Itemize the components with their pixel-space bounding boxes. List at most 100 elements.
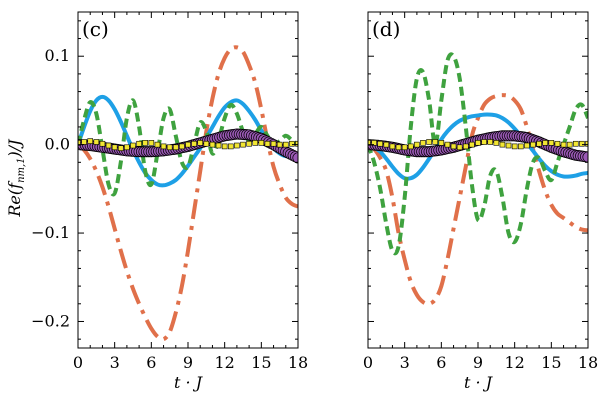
- data-point: [368, 140, 371, 146]
- data-point: [203, 140, 210, 147]
- x-axis-label: t · J: [464, 373, 494, 392]
- series-line: [368, 93, 588, 306]
- panel-label: (d): [372, 17, 400, 41]
- data-point: [579, 140, 585, 147]
- series-orange-dashdot: [368, 93, 588, 306]
- data-point: [566, 141, 573, 148]
- data-point: [554, 140, 561, 147]
- plot-area: [368, 52, 588, 306]
- data-point: [450, 143, 457, 150]
- y-axis-label: Re(fnm,1)/J: [5, 138, 27, 218]
- data-point: [81, 139, 87, 145]
- y-tick-label: 0.0: [45, 135, 70, 154]
- series-green-dashed: [78, 98, 298, 197]
- data-point: [221, 143, 228, 150]
- data-point: [505, 142, 512, 149]
- data-point: [185, 141, 191, 148]
- data-point: [444, 141, 451, 148]
- data-point: [166, 144, 173, 151]
- data-point: [264, 140, 271, 147]
- data-point: [383, 141, 390, 148]
- series-blue-solid: [78, 94, 298, 188]
- series-line: [78, 94, 298, 188]
- data-point: [511, 143, 518, 150]
- data-point: [481, 139, 487, 145]
- data-point: [469, 141, 475, 148]
- data-point: [258, 140, 265, 146]
- data-point: [99, 140, 106, 147]
- plot-area: [78, 45, 298, 342]
- data-point: [389, 143, 396, 150]
- data-point: [215, 142, 222, 149]
- data-point: [270, 140, 277, 147]
- data-point: [197, 140, 204, 146]
- data-point: [420, 140, 426, 146]
- data-point: [572, 140, 579, 147]
- data-point: [487, 139, 494, 145]
- series-yellow-squares: [368, 139, 588, 151]
- data-point: [209, 141, 216, 148]
- data-point: [282, 141, 289, 148]
- panel-d: 0 3 6 9 12 15 18 (d) t · J: [363, 11, 598, 392]
- data-point: [172, 144, 179, 151]
- data-point: [499, 141, 506, 148]
- data-point: [234, 142, 240, 149]
- data-point: [426, 139, 432, 145]
- x-tick-label: 0: [73, 353, 83, 372]
- data-point: [179, 143, 185, 150]
- data-point: [124, 144, 130, 151]
- data-point: [160, 143, 167, 150]
- data-point: [542, 140, 549, 146]
- data-point: [227, 143, 234, 150]
- data-point: [87, 138, 94, 144]
- data-point: [438, 140, 445, 146]
- data-point: [462, 143, 469, 150]
- data-point: [475, 140, 481, 146]
- y-tick-label: 0.1: [45, 46, 70, 65]
- data-point: [148, 140, 155, 146]
- data-point: [517, 143, 524, 150]
- x-axis-label: t · J: [174, 373, 204, 392]
- data-point: [105, 142, 112, 149]
- data-point: [377, 140, 384, 147]
- series-line: [78, 98, 298, 197]
- data-point: [432, 139, 439, 145]
- data-point: [276, 141, 283, 148]
- x-tick-label: 18: [288, 353, 308, 372]
- data-point: [524, 142, 530, 149]
- data-point: [295, 140, 298, 147]
- data-point: [548, 140, 555, 146]
- data-point: [407, 143, 414, 150]
- data-point: [240, 141, 246, 148]
- series-yellow-squares: [78, 138, 298, 151]
- x-tick-label: 15: [541, 353, 561, 372]
- x-tick-label: 0: [363, 353, 373, 372]
- data-point: [414, 141, 420, 148]
- x-tick-label: 3: [400, 353, 410, 372]
- axes-frame: [77, 11, 299, 349]
- x-tick-label: 12: [504, 353, 524, 372]
- data-point: [456, 144, 463, 151]
- x-tick-label: 9: [183, 353, 193, 372]
- data-point: [78, 140, 81, 146]
- data-point: [130, 142, 136, 149]
- x-tick-label: 12: [214, 353, 234, 372]
- data-point: [401, 144, 408, 151]
- data-point: [93, 139, 100, 145]
- series-line: [368, 52, 588, 256]
- y-tick-label: −0.1: [31, 223, 70, 242]
- data-point: [136, 140, 142, 147]
- panel-label: (c): [82, 17, 109, 41]
- data-point: [371, 140, 377, 146]
- data-point: [585, 140, 588, 147]
- data-point: [142, 140, 149, 146]
- x-tick-label: 3: [110, 353, 120, 372]
- x-tick-label: 6: [146, 353, 156, 372]
- series-line: [78, 45, 298, 342]
- x-tick-label: 9: [473, 353, 483, 372]
- data-point: [117, 145, 124, 151]
- data-point: [111, 144, 118, 151]
- data-point: [191, 140, 197, 147]
- panel-c: 0 3 6 9 12 15 18 0.1 0.0 −0.1 −0.2 (c) t · J: [31, 11, 308, 392]
- y-tick-label: −0.2: [31, 311, 70, 330]
